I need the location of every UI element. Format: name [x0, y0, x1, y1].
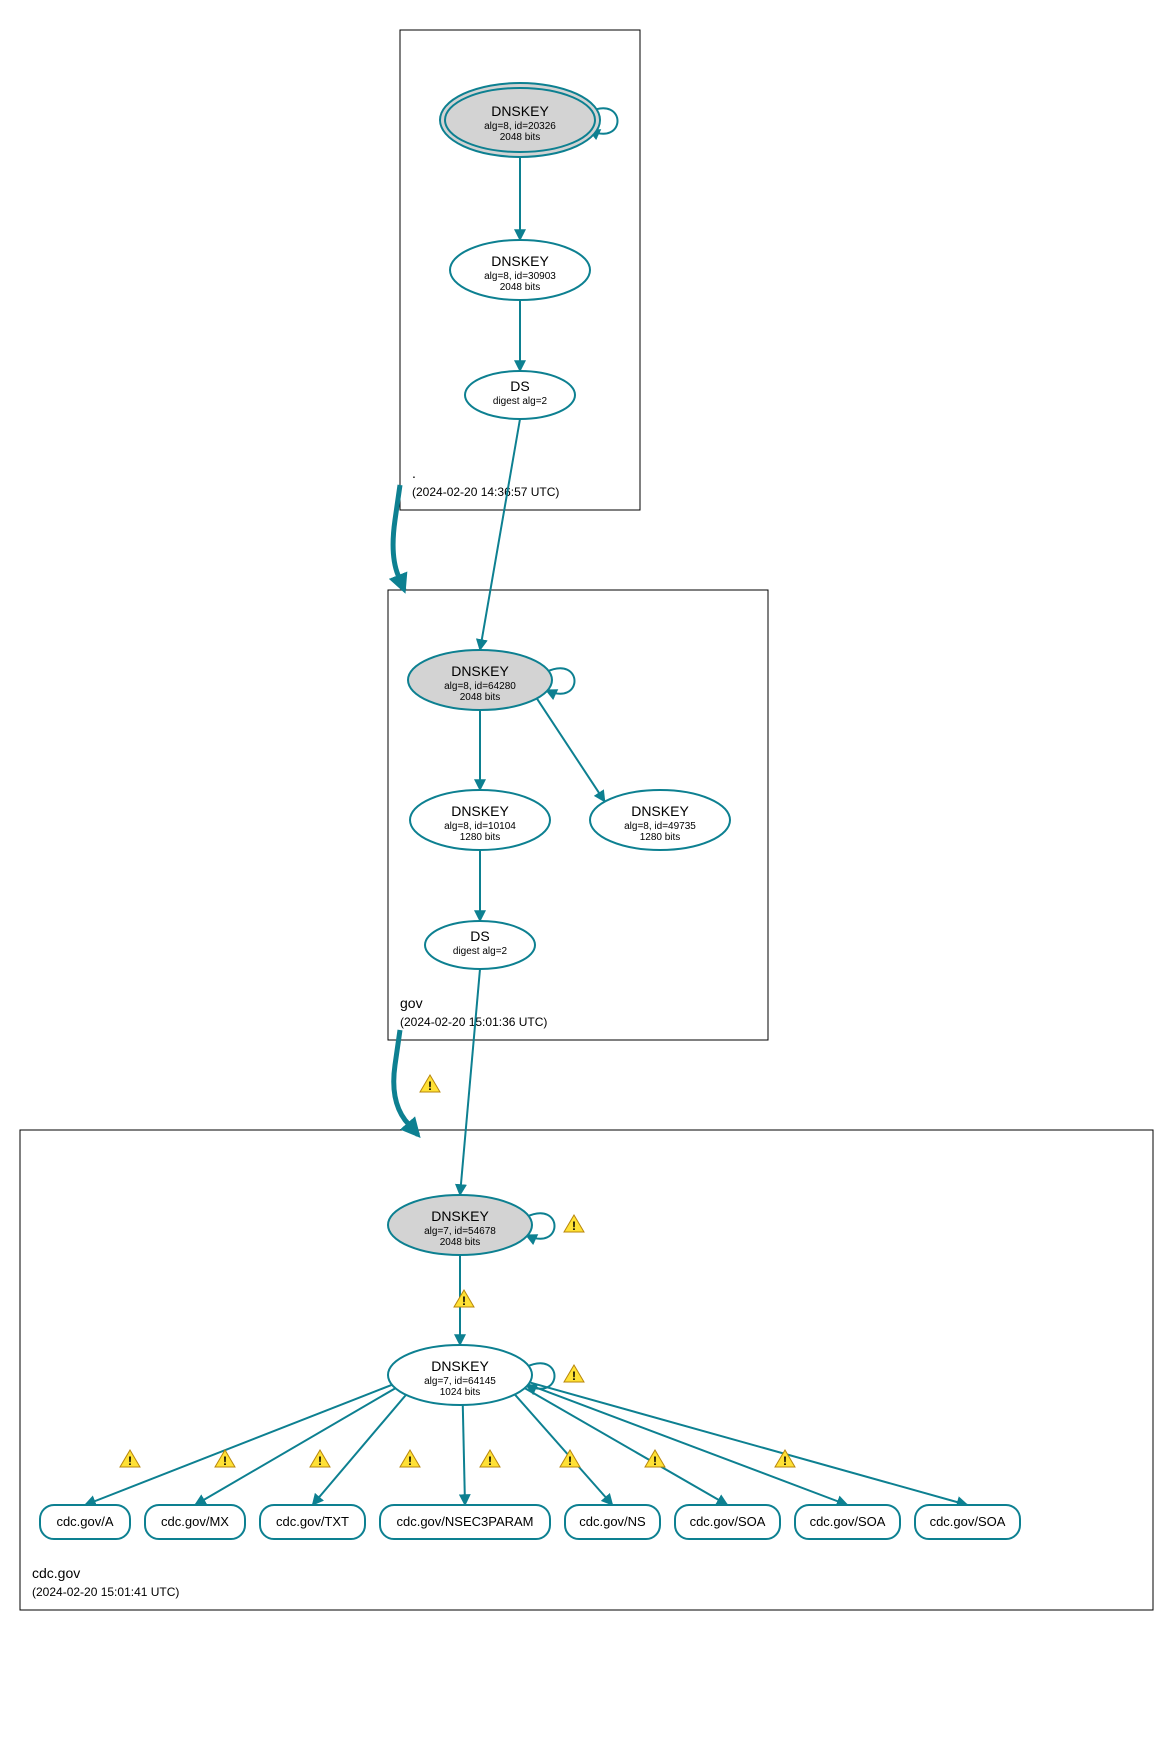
svg-text:!: ! [488, 1454, 492, 1468]
node-sub1: alg=8, id=30903 [484, 271, 556, 282]
edge-to-record [195, 1388, 395, 1505]
svg-text:!: ! [128, 1454, 132, 1468]
node-sub1: alg=8, id=49735 [624, 821, 696, 832]
node-gov_zsk2: DNSKEY alg=8, id=497351280 bits [590, 790, 730, 850]
record-node: cdc.gov/TXT [260, 1505, 365, 1539]
node-title: DS [510, 378, 529, 394]
edge-to-record [525, 1388, 728, 1505]
record-node: cdc.gov/SOA [675, 1505, 780, 1539]
node-title: DNSKEY [431, 1208, 489, 1224]
warning-icon: ! [120, 1450, 140, 1468]
warning-icon: ! [564, 1365, 584, 1383]
record-label: cdc.gov/SOA [930, 1514, 1006, 1529]
svg-text:!: ! [572, 1219, 576, 1233]
node-cdc_zsk: DNSKEY alg=7, id=641451024 bits [388, 1345, 532, 1405]
record-label: cdc.gov/MX [161, 1514, 229, 1529]
node-sub2: 2048 bits [460, 692, 501, 703]
record-label: cdc.gov/SOA [690, 1514, 766, 1529]
node-sub1: alg=8, id=64280 [444, 681, 516, 692]
edge [537, 698, 605, 801]
node-title: DNSKEY [451, 803, 509, 819]
zone-label: . [412, 465, 416, 481]
dnssec-diagram: . (2024-02-20 14:36:57 UTC) gov (2024-02-20… [0, 0, 1173, 1752]
record-node: cdc.gov/SOA [795, 1505, 900, 1539]
node-title: DNSKEY [631, 803, 689, 819]
zone-label: gov [400, 995, 423, 1011]
svg-text:!: ! [653, 1454, 657, 1468]
svg-text:!: ! [223, 1454, 227, 1468]
node-sub2: 1280 bits [640, 832, 681, 843]
record-node: cdc.gov/NS [565, 1505, 660, 1539]
node-gov_ds: DS digest alg=2 [425, 921, 535, 969]
edge-to-record [528, 1385, 847, 1505]
zone-label: cdc.gov [32, 1565, 80, 1581]
zone-timestamp: (2024-02-20 15:01:41 UTC) [32, 1585, 179, 1599]
node-sub1: digest alg=2 [493, 396, 548, 407]
svg-text:!: ! [568, 1454, 572, 1468]
node-sub1: alg=8, id=20326 [484, 121, 556, 132]
node-sub1: alg=8, id=10104 [444, 821, 516, 832]
node-gov_ksk: DNSKEY alg=8, id=642802048 bits [408, 650, 552, 710]
node-sub2: 1280 bits [460, 832, 501, 843]
warning-icon: ! [400, 1450, 420, 1468]
svg-text:!: ! [408, 1454, 412, 1468]
node-sub1: alg=7, id=64145 [424, 1376, 496, 1387]
zone-timestamp: (2024-02-20 15:01:36 UTC) [400, 1015, 547, 1029]
node-sub1: digest alg=2 [453, 946, 508, 957]
node-root_zsk: DNSKEY alg=8, id=309032048 bits [450, 240, 590, 300]
node-title: DNSKEY [431, 1358, 489, 1374]
warning-icon: ! [420, 1075, 440, 1093]
svg-text:!: ! [428, 1079, 432, 1093]
node-title: DS [470, 928, 489, 944]
warning-icon: ! [564, 1215, 584, 1233]
record-node: cdc.gov/NSEC3PARAM [380, 1505, 550, 1539]
zone-timestamp: (2024-02-20 14:36:57 UTC) [412, 485, 559, 499]
node-title: DNSKEY [451, 663, 509, 679]
edge-to-record [85, 1385, 392, 1505]
svg-text:!: ! [783, 1454, 787, 1468]
record-label: cdc.gov/NS [579, 1514, 646, 1529]
record-label: cdc.gov/A [56, 1514, 113, 1529]
node-title: DNSKEY [491, 103, 549, 119]
node-sub2: 2048 bits [440, 1237, 481, 1248]
edge [480, 419, 520, 650]
node-sub2: 2048 bits [500, 282, 541, 293]
edge-to-record [463, 1405, 465, 1505]
warning-icon: ! [560, 1450, 580, 1468]
record-node: cdc.gov/MX [145, 1505, 245, 1539]
warning-icon: ! [310, 1450, 330, 1468]
svg-text:!: ! [572, 1369, 576, 1383]
node-gov_zsk1: DNSKEY alg=8, id=101041280 bits [410, 790, 550, 850]
record-node: cdc.gov/SOA [915, 1505, 1020, 1539]
node-sub2: 1024 bits [440, 1387, 481, 1398]
warning-icon: ! [454, 1290, 474, 1308]
record-node: cdc.gov/A [40, 1505, 130, 1539]
svg-text:!: ! [318, 1454, 322, 1468]
node-sub1: alg=7, id=54678 [424, 1226, 496, 1237]
node-root_ds: DS digest alg=2 [465, 371, 575, 419]
node-sub2: 2048 bits [500, 132, 541, 143]
node-cdc_ksk: DNSKEY alg=7, id=546782048 bits [388, 1195, 532, 1255]
node-title: DNSKEY [491, 253, 549, 269]
edge [460, 969, 480, 1195]
svg-text:!: ! [462, 1294, 466, 1308]
record-label: cdc.gov/SOA [810, 1514, 886, 1529]
zone-edge [394, 1030, 418, 1135]
warning-icon: ! [480, 1450, 500, 1468]
record-label: cdc.gov/TXT [276, 1514, 349, 1529]
node-root_ksk: DNSKEY alg=8, id=203262048 bits [440, 83, 600, 157]
record-label: cdc.gov/NSEC3PARAM [396, 1514, 533, 1529]
zone-edge [393, 485, 404, 590]
